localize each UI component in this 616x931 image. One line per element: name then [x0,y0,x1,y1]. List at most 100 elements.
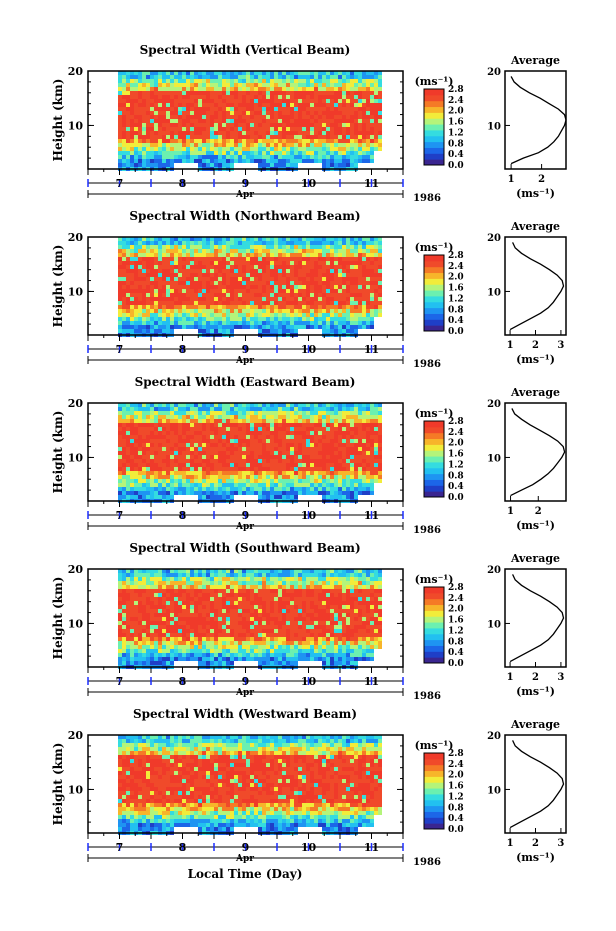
heatmap-cell [266,285,270,289]
heatmap-cell [370,439,374,443]
heatmap-cell [262,277,266,281]
heatmap-cell [250,241,254,245]
heatmap-cell [162,95,166,99]
heatmap-cell [150,277,154,281]
heatmap-cell [314,111,318,115]
heatmap-cell [370,459,374,463]
heatmap-cell [266,435,270,439]
heatmap-cell [158,253,162,257]
heatmap-cell [214,135,218,139]
heatmap-cell [138,443,142,447]
heatmap-cell [190,293,194,297]
heatmap-cell [366,455,370,459]
heatmap-cell [142,459,146,463]
heatmap-cell [346,135,350,139]
heatmap-cell [334,163,338,167]
year-label: 1986 [413,193,441,204]
heatmap-cell [322,127,326,131]
heatmap-cell [246,407,250,411]
heatmap-cell [322,495,326,499]
heatmap-cell [238,151,242,155]
heatmap-cell [166,459,170,463]
heatmap-cell [146,471,150,475]
heatmap-cell [282,301,286,305]
heatmap-cell [354,135,358,139]
heatmap-cell [322,99,326,103]
heatmap-cell [234,83,238,87]
heatmap-cell [118,463,122,467]
heatmap-cell [282,115,286,119]
heatmap-cell [214,111,218,115]
heatmap-cell [374,261,378,265]
heatmap-cell [118,119,122,123]
heatmap-cell [162,123,166,127]
heatmap-cell [346,277,350,281]
heatmap-cell [354,269,358,273]
heatmap-cell [262,435,266,439]
heatmap-cell [194,71,198,75]
heatmap-cell [362,237,366,241]
heatmap-cell [150,83,154,87]
heatmap-cell [162,475,166,479]
heatmap-cell [274,139,278,143]
heatmap-cell [322,423,326,427]
heatmap-cell [278,261,282,265]
heatmap-cell [138,107,142,111]
heatmap-cell [282,285,286,289]
heatmap-cell [262,159,266,163]
heatmap-cell [118,75,122,79]
heatmap-cell [318,491,322,495]
average-xlabel: (ms⁻¹) [516,187,555,200]
heatmap-cell [166,495,170,499]
heatmap-cell [218,443,222,447]
heatmap-cell [154,447,158,451]
heatmap-cell [278,325,282,329]
average-y-tick-label: 20 [487,67,501,78]
heatmap-cell [218,447,222,451]
heatmap-cell [262,151,266,155]
heatmap-cell [186,321,190,325]
heatmap-cell [338,301,342,305]
heatmap-cell [190,111,194,115]
heatmap-cell [290,289,294,293]
heatmap-cell [118,313,122,317]
heatmap-cell [186,111,190,115]
heatmap-cell [366,245,370,249]
heatmap-cell [186,285,190,289]
heatmap-cell [306,459,310,463]
heatmap-cell [322,103,326,107]
heatmap-cell [190,475,194,479]
heatmap-cell [130,467,134,471]
heatmap-cell [214,423,218,427]
heatmap-cell [302,451,306,455]
heatmap-cell [202,491,206,495]
heatmap-cell [170,103,174,107]
heatmap-cell [370,479,374,483]
heatmap-cell [278,135,282,139]
heatmap-cell [346,411,350,415]
heatmap-cell [258,155,262,159]
heatmap-cell [150,107,154,111]
heatmap-cell [334,99,338,103]
heatmap-cell [334,241,338,245]
heatmap-cell [270,123,274,127]
heatmap-cell [122,451,126,455]
heatmap-cell [310,451,314,455]
heatmap-cell [162,309,166,313]
heatmap-cell [146,261,150,265]
heatmap-cell [218,83,222,87]
heatmap-cell [294,491,298,495]
heatmap-cell [234,285,238,289]
heatmap-cell [294,127,298,131]
heatmap-cell [202,261,206,265]
heatmap-cell [266,483,270,487]
heatmap-cell [198,471,202,475]
heatmap-cell [206,131,210,135]
heatmap-cell [150,135,154,139]
heatmap-cell [190,419,194,423]
heatmap-cell [318,115,322,119]
heatmap-cell [126,135,130,139]
heatmap-cell [242,325,246,329]
heatmap-cell [310,75,314,79]
heatmap-cell [170,79,174,83]
